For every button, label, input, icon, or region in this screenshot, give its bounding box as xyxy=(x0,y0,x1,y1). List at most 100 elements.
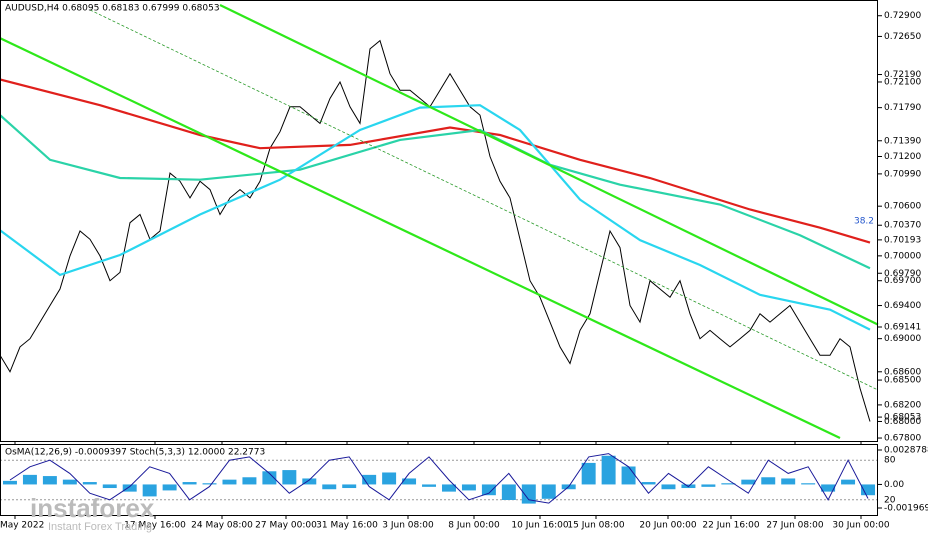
y-tick-label: 0.71390 xyxy=(884,136,921,146)
osma-bar xyxy=(22,474,37,485)
osc-title: OsMA(12,26,9) -0.0009397 Stoch(5,3,3) 12… xyxy=(5,448,265,458)
osma-bar xyxy=(382,472,397,485)
osma-bar xyxy=(342,484,357,489)
osma-bar xyxy=(322,484,337,490)
osma-bar xyxy=(481,484,496,496)
osma-bar xyxy=(761,477,776,485)
osma-bar xyxy=(501,484,516,500)
fib-label: 38.2 xyxy=(854,217,874,227)
y-tick-label: 0.70990 xyxy=(884,169,921,179)
y-tick-label: 0.71200 xyxy=(884,152,921,162)
osma-bar xyxy=(521,484,536,504)
x-tick-label: 3 Jun 08:00 xyxy=(382,521,434,531)
y-tick-label: 0.72190 xyxy=(884,70,921,80)
y-tick-label: 0.69790 xyxy=(884,269,921,279)
y-tick-label: 0.68600 xyxy=(884,367,921,377)
chart-title: AUDUSD,H4 0.68095 0.68183 0.67999 0.6805… xyxy=(5,4,220,14)
price-line xyxy=(0,39,871,422)
osma-bar xyxy=(621,466,636,485)
osma-bar xyxy=(2,480,17,485)
osma-bar xyxy=(182,482,197,485)
indicator-line xyxy=(89,9,879,391)
indicator-line xyxy=(0,114,871,270)
watermark-subtitle: Instant Forex Trading xyxy=(48,521,152,533)
osma-bar xyxy=(661,484,676,490)
osma-bar xyxy=(781,478,796,485)
y-tick-label: -0.001969 xyxy=(884,504,928,514)
y-tick-label: 0.70600 xyxy=(884,202,921,212)
osc-frame xyxy=(0,444,878,516)
x-tick-label: 8 Jun 00:00 xyxy=(448,521,500,531)
osma-bar xyxy=(122,484,137,492)
osma-bar xyxy=(861,484,876,496)
y-tick-label: 0.69700 xyxy=(884,276,921,286)
y-tick-label: 0.70370 xyxy=(884,221,921,231)
osma-bar xyxy=(102,484,117,489)
indicator-line xyxy=(0,37,841,439)
x-tick-label: 12 May 2022 xyxy=(0,521,44,531)
osma-bar xyxy=(821,484,836,492)
y-tick-label: 0.68000 xyxy=(884,417,921,427)
osma-bar xyxy=(581,462,596,485)
osma-bar xyxy=(801,483,816,485)
y-tick-label: 0.68200 xyxy=(884,400,921,410)
x-tick-label: 17 May 16:00 xyxy=(124,521,186,531)
y-tick-label: 0.72650 xyxy=(884,32,921,42)
osma-bar xyxy=(142,484,157,497)
osma-bar xyxy=(62,479,77,485)
osma-bar xyxy=(422,484,437,487)
x-tick-label: 30 Jun 00:00 xyxy=(832,521,889,531)
osma-bar xyxy=(202,483,217,485)
osma-bar xyxy=(641,482,656,485)
x-tick-label: 27 May 00:00 xyxy=(255,521,317,531)
osma-bar xyxy=(841,479,856,485)
osma-bar xyxy=(42,476,57,485)
x-tick-label: 31 May 16:00 xyxy=(316,521,378,531)
osma-bar xyxy=(362,474,377,485)
osma-bar xyxy=(82,482,97,485)
x-tick-label: 22 Jun 16:00 xyxy=(702,521,759,531)
osma-bar xyxy=(541,484,556,499)
x-tick-label: 20 Jun 00:00 xyxy=(639,521,696,531)
osma-bar xyxy=(601,455,616,485)
osma-bar xyxy=(262,471,277,485)
indicator-line xyxy=(0,104,871,331)
y-tick-label: 0.68053 xyxy=(884,413,921,423)
oscillator-panel: 0.0028788 0.00 -0.001969 80 20 xyxy=(0,446,928,514)
x-tick-label: 24 May 08:00 xyxy=(191,521,253,531)
osma-bar xyxy=(441,484,456,492)
osma-bar xyxy=(701,484,716,487)
y2-tick-label: 20 xyxy=(884,495,896,505)
osma-bar xyxy=(282,470,297,485)
osma-bar xyxy=(242,477,257,485)
y-tick-label: 0.00 xyxy=(884,480,904,490)
indicator-line xyxy=(219,4,879,326)
y-tick-label: 0.71790 xyxy=(884,103,921,113)
y-tick-label: 0.70193 xyxy=(884,235,921,245)
y2-tick-label: 80 xyxy=(884,456,896,466)
y-tick-label: 0.70000 xyxy=(884,251,921,261)
osma-bar xyxy=(721,483,736,485)
osma-bar xyxy=(222,479,237,485)
osma-bar xyxy=(461,484,476,491)
osma-bar xyxy=(162,484,177,491)
osma-bar xyxy=(741,479,756,485)
watermark: instaforex xyxy=(30,493,155,523)
osma-bar xyxy=(302,478,317,485)
price-frame xyxy=(0,0,878,442)
y-tick-label: 0.68500 xyxy=(884,376,921,386)
y-tick-label: 0.69400 xyxy=(884,301,921,311)
x-tick-label: 27 Jun 08:00 xyxy=(766,521,823,531)
x-tick-label: 15 Jun 08:00 xyxy=(567,521,624,531)
stoch-line xyxy=(9,453,869,504)
x-tick-label: 10 Jun 16:00 xyxy=(511,521,568,531)
y-tick-label: 0.72900 xyxy=(884,11,921,21)
y-tick-label: 0.72100 xyxy=(884,77,921,87)
y-tick-label: 0.69141 xyxy=(884,322,921,332)
y-tick-label: 0.69000 xyxy=(884,334,921,344)
y-tick-label: 0.0028788 xyxy=(884,446,928,456)
y-tick-label: 0.67800 xyxy=(884,434,921,444)
